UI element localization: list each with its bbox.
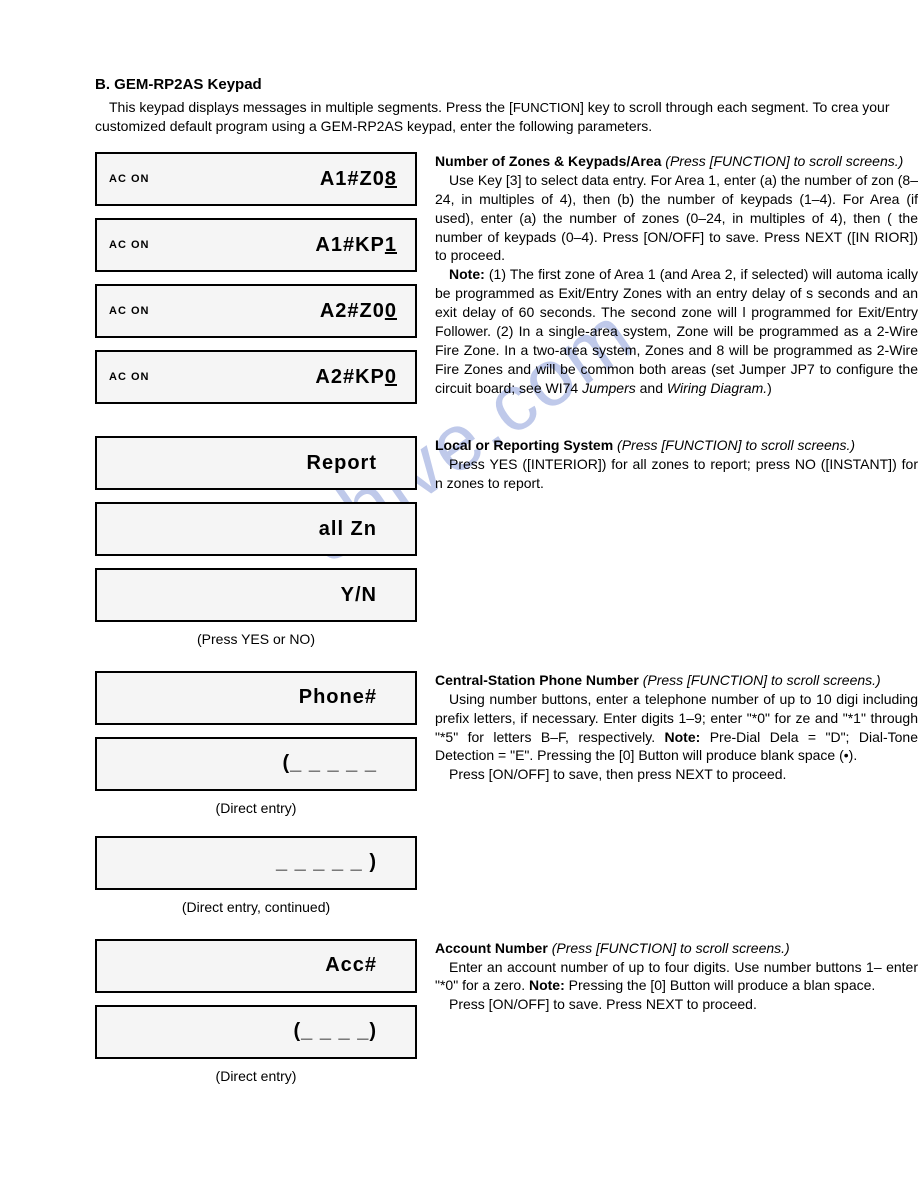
section-title: B. GEM-RP2AS Keypad xyxy=(95,75,918,95)
keypad-display-allzn: all Zn xyxy=(95,502,417,556)
keypad-value: Acc# xyxy=(325,952,377,979)
keypad-display-acc: Acc# xyxy=(95,939,417,993)
keypad-value: A1#Z08 xyxy=(320,166,397,193)
keypad-value: Report xyxy=(307,450,377,477)
local-heading: Local or Reporting System (Press [FUNCTI… xyxy=(435,436,918,455)
keypad-display-phone: Phone# xyxy=(95,671,417,725)
intro-paragraph: This keypad displays messages in multipl… xyxy=(95,98,918,136)
caption-direct-entry2: (Direct entry) xyxy=(95,1067,417,1086)
keypad-display-phone-entry1: (_ _ _ _ _ xyxy=(95,737,417,791)
keypad-value: A1#KP1 xyxy=(315,232,397,259)
keypad-value: (_ _ _ _) xyxy=(294,1018,377,1045)
caption-yes-no: (Press YES or NO) xyxy=(95,630,417,649)
ac-on-label: AC ON xyxy=(109,304,149,319)
phone-heading: Central-Station Phone Number (Press [FUN… xyxy=(435,671,918,690)
ac-on-label: AC ON xyxy=(109,238,149,253)
keypad-display-acc-entry: (_ _ _ _) xyxy=(95,1005,417,1059)
caption-direct-entry-cont: (Direct entry, continued) xyxy=(95,898,417,917)
keypad-value: Y/N xyxy=(341,582,377,609)
zones-note: Note: (1) The first zone of Area 1 (and … xyxy=(435,265,918,397)
keypad-value: A2#KP0 xyxy=(315,364,397,391)
keypad-display-yn: Y/N xyxy=(95,568,417,622)
zones-body: Use Key [3] to select data entry. For Ar… xyxy=(435,171,918,265)
keypad-display-a2kp: AC ON A2#KP0 xyxy=(95,350,417,404)
keypad-display-a1z: AC ON A1#Z08 xyxy=(95,152,417,206)
keypad-value: (_ _ _ _ _ xyxy=(282,750,377,777)
keypad-display-report: Report xyxy=(95,436,417,490)
keypad-display-a2z: AC ON A2#Z00 xyxy=(95,284,417,338)
intro-text-pre: This keypad displays messages in multipl… xyxy=(109,99,513,115)
caption-direct-entry: (Direct entry) xyxy=(95,799,417,818)
phone-body: Using number buttons, enter a telephone … xyxy=(435,690,918,766)
keypad-value: all Zn xyxy=(319,516,377,543)
keypad-display-a1kp: AC ON A1#KP1 xyxy=(95,218,417,272)
account-heading: Account Number (Press [FUNCTION] to scro… xyxy=(435,939,918,958)
account-body2: Press [ON/OFF] to save. Press NEXT to pr… xyxy=(435,995,918,1014)
zones-heading: Number of Zones & Keypads/Area (Press [F… xyxy=(435,152,918,171)
keypad-value: _ _ _ _ _ ) xyxy=(276,849,377,876)
keypad-value: A2#Z00 xyxy=(320,298,397,325)
ac-on-label: AC ON xyxy=(109,172,149,187)
ac-on-label: AC ON xyxy=(109,370,149,385)
keypad-value: Phone# xyxy=(299,684,377,711)
phone-body2: Press [ON/OFF] to save, then press NEXT … xyxy=(435,765,918,784)
local-body: Press YES ([INTERIOR]) for all zones to … xyxy=(435,455,918,493)
keypad-display-phone-entry2: _ _ _ _ _ ) xyxy=(95,836,417,890)
account-body: Enter an account number of up to four di… xyxy=(435,958,918,996)
function-key-label: FUNCTION xyxy=(513,100,580,115)
